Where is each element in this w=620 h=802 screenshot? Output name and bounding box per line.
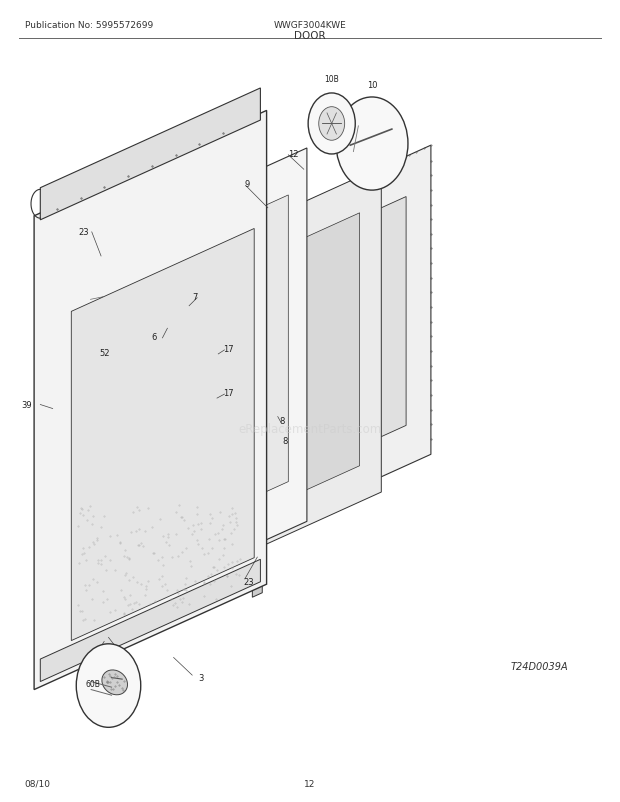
Polygon shape xyxy=(164,196,288,538)
Polygon shape xyxy=(34,111,267,690)
Polygon shape xyxy=(91,264,102,425)
Text: 12: 12 xyxy=(304,779,316,788)
Text: 23: 23 xyxy=(78,228,89,237)
Polygon shape xyxy=(140,149,307,597)
Text: 12: 12 xyxy=(288,149,299,159)
Text: 10: 10 xyxy=(367,81,377,90)
Circle shape xyxy=(76,644,141,727)
Text: WWGF3004KWE: WWGF3004KWE xyxy=(273,21,347,30)
Polygon shape xyxy=(257,146,431,533)
Ellipse shape xyxy=(102,670,128,695)
Polygon shape xyxy=(40,560,260,682)
Text: 17: 17 xyxy=(223,388,234,398)
Text: 3: 3 xyxy=(198,673,204,683)
Text: 7: 7 xyxy=(192,292,198,302)
Polygon shape xyxy=(282,197,406,482)
Text: 10: 10 xyxy=(365,162,375,172)
Text: 60B: 60B xyxy=(86,679,100,689)
Polygon shape xyxy=(189,217,205,573)
Text: 8: 8 xyxy=(279,416,285,426)
Text: 10B: 10B xyxy=(324,75,339,84)
Text: 23: 23 xyxy=(243,577,254,586)
Text: DOOR: DOOR xyxy=(294,31,326,41)
Text: 08/10: 08/10 xyxy=(25,779,51,788)
Text: eReplacementParts.com: eReplacementParts.com xyxy=(238,423,382,435)
Polygon shape xyxy=(242,213,360,520)
Text: 4: 4 xyxy=(89,657,94,666)
Circle shape xyxy=(336,98,408,191)
Text: Publication No: 5995572699: Publication No: 5995572699 xyxy=(25,21,153,30)
Text: 9: 9 xyxy=(245,180,250,189)
Circle shape xyxy=(308,94,355,155)
Text: T24D0039A: T24D0039A xyxy=(511,662,568,671)
Text: 39: 39 xyxy=(22,400,32,410)
Text: 17: 17 xyxy=(223,344,234,354)
Text: 52: 52 xyxy=(100,348,110,358)
Polygon shape xyxy=(40,89,260,221)
Polygon shape xyxy=(71,229,254,641)
Polygon shape xyxy=(220,168,381,565)
Text: 6: 6 xyxy=(151,332,157,342)
Polygon shape xyxy=(252,448,262,597)
Circle shape xyxy=(319,107,345,141)
Text: 8: 8 xyxy=(282,436,288,446)
